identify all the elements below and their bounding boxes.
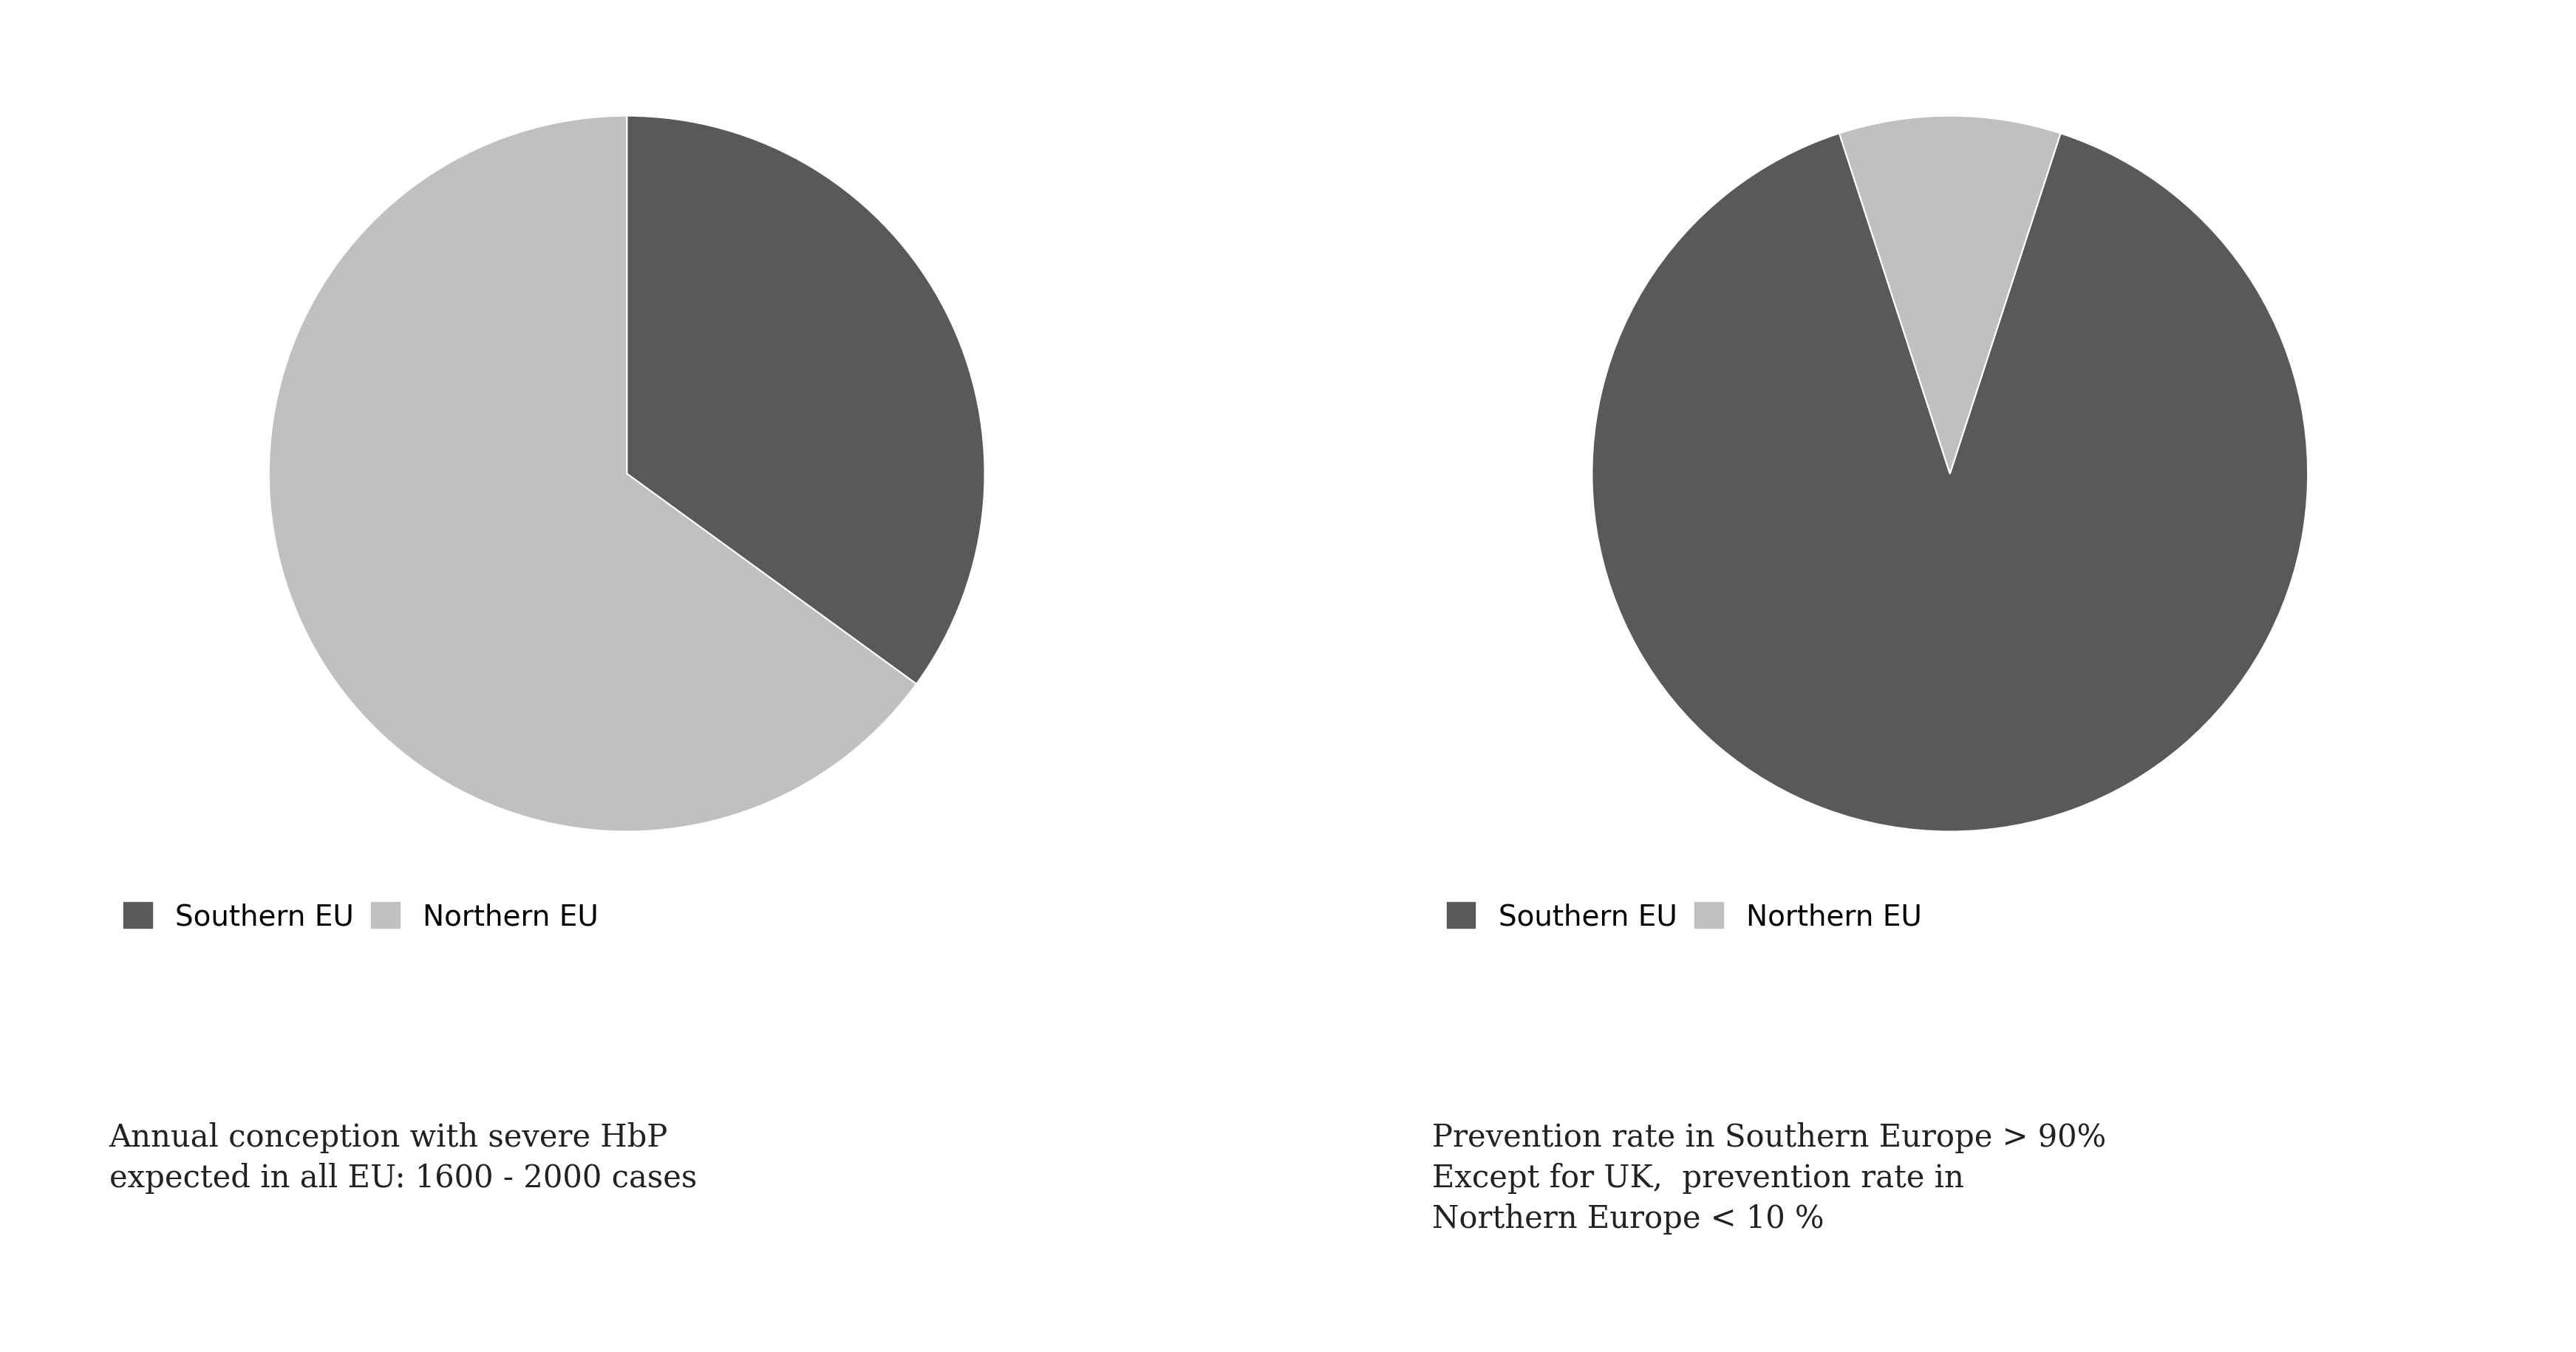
Wedge shape: [1839, 116, 2061, 475]
Wedge shape: [268, 116, 917, 831]
Text: Prevention rate in Southern Europe > 90%
Except for UK,  prevention rate in
Nort: Prevention rate in Southern Europe > 90%…: [1432, 1122, 2105, 1234]
Wedge shape: [626, 116, 984, 684]
Wedge shape: [1592, 134, 2308, 831]
Text: Annual conception with severe HbP
expected in all EU: 1600 - 2000 cases: Annual conception with severe HbP expect…: [108, 1122, 696, 1194]
Legend: Southern EU, Northern EU: Southern EU, Northern EU: [1445, 902, 1922, 930]
Legend: Southern EU, Northern EU: Southern EU, Northern EU: [124, 902, 598, 930]
